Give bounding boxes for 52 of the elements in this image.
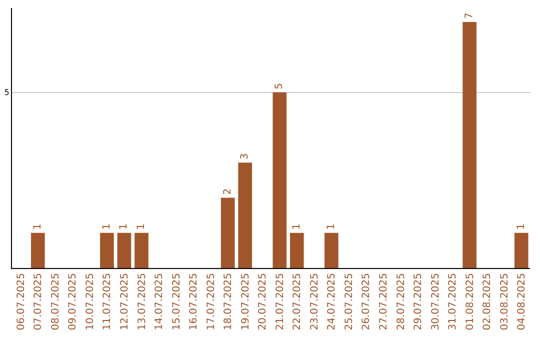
data-label: 1	[326, 223, 337, 230]
data-label: 1	[136, 223, 147, 230]
x-tick-label: 19.07.2025	[240, 273, 252, 330]
data-label: 1	[101, 223, 112, 230]
x-tick-label: 18.07.2025	[223, 273, 234, 330]
bar	[272, 92, 287, 268]
x-tick-label: 06.07.2025	[16, 273, 27, 330]
data-label: 5	[274, 82, 286, 90]
x-tick-label: 10.07.2025	[84, 273, 96, 330]
bar	[238, 162, 252, 268]
data-label: 1	[516, 223, 527, 230]
x-tick-label: 15.07.2025	[171, 273, 182, 330]
x-tick-label: 14.07.2025	[154, 273, 166, 330]
bar	[220, 198, 235, 268]
x-tick-label: 13.07.2025	[136, 273, 148, 330]
x-tick-label: 23.07.2025	[309, 273, 320, 330]
x-tick-label: 04.08.2025	[516, 273, 528, 330]
x-tick-label: 30.07.2025	[430, 273, 442, 330]
bar	[117, 232, 132, 268]
x-tick-label: 28.07.2025	[396, 273, 407, 330]
bar	[134, 232, 148, 268]
x-tick-label: 25.07.2025	[344, 273, 355, 330]
x-tick-label: 11.07.2025	[102, 273, 114, 330]
x-tick-label: 01.08.2025	[464, 273, 476, 330]
bar	[30, 232, 45, 268]
x-tick-label: 31.07.2025	[448, 273, 459, 330]
x-tick-label: 02.08.2025	[482, 273, 494, 330]
bar	[462, 22, 476, 268]
x-tick-label: 22.07.2025	[292, 273, 304, 330]
x-tick-label: 07.07.2025	[33, 273, 44, 330]
data-label: 2	[222, 188, 234, 195]
x-tick-label: 24.07.2025	[326, 273, 338, 330]
x-tick-label: 17.07.2025	[206, 273, 217, 330]
x-tick-label: 20.07.2025	[258, 273, 269, 330]
data-label: 1	[291, 223, 302, 230]
data-label: 1	[118, 223, 130, 230]
x-tick-label: 26.07.2025	[361, 273, 372, 330]
data-label: 1	[32, 223, 44, 230]
data-label: 7	[464, 12, 476, 20]
x-tick-label: 21.07.2025	[274, 273, 286, 330]
x-tick-label: 09.07.2025	[68, 273, 79, 330]
bar	[290, 232, 304, 268]
bar	[324, 232, 338, 268]
bar	[514, 232, 528, 268]
x-tick-label: 08.07.2025	[50, 273, 62, 330]
bar	[100, 232, 114, 268]
data-label: 3	[240, 153, 251, 160]
x-tick-label: 12.07.2025	[119, 273, 130, 330]
x-tick-label: 27.07.2025	[378, 273, 390, 330]
x-tick-label: 16.07.2025	[188, 273, 200, 330]
x-tick-label: 03.08.2025	[499, 273, 510, 330]
x-tick-label: 29.07.2025	[413, 273, 424, 330]
